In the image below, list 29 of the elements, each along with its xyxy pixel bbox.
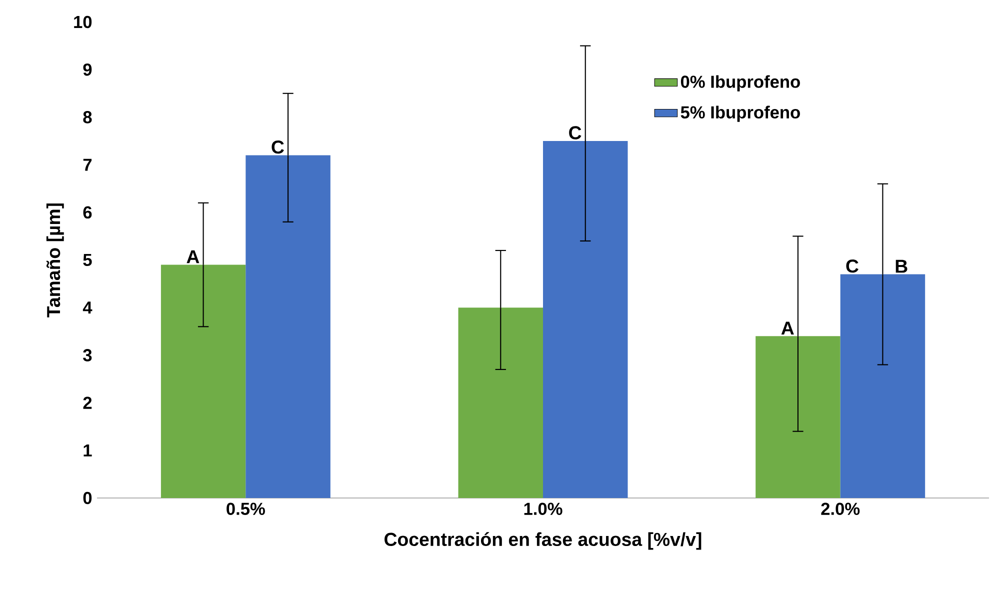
y-tick-label: 6 — [83, 206, 92, 219]
bar — [160, 264, 246, 498]
x-tick-label: 0.5% — [226, 502, 265, 515]
x-tick-label: 2.0% — [821, 502, 860, 515]
y-tick-label: 2 — [83, 396, 92, 409]
annotation: B — [896, 260, 908, 273]
annotation: A — [186, 250, 200, 264]
y-tick-label: 4 — [82, 302, 92, 314]
annotation: C — [272, 140, 284, 154]
bar — [458, 308, 544, 498]
y-tick-label: 10 — [74, 16, 92, 28]
y-axis-title: Tamaño [µm] — [46, 203, 64, 318]
y-tick-label: 7 — [83, 158, 92, 171]
legend-label: 0% Ibuprofeno — [680, 75, 800, 92]
x-tick-label: 1.0% — [524, 502, 562, 515]
y-tick-label: 0 — [83, 492, 92, 504]
annotation: C — [846, 259, 858, 273]
y-tick-label: 9 — [83, 63, 92, 76]
annotation: A — [781, 322, 794, 335]
y-tick-label: 5 — [83, 254, 92, 266]
bar — [246, 155, 330, 498]
y-tick-label: 1 — [84, 444, 92, 456]
y-tick-label: 3 — [83, 349, 92, 362]
y-tick-label: 8 — [83, 111, 92, 124]
x-axis-title: Cocentración en fase acuosa [%v/v] — [384, 532, 702, 550]
bar — [840, 274, 926, 498]
bar — [543, 141, 628, 498]
legend-label: 5% Ibuprofeno — [680, 106, 800, 122]
annotation: C — [569, 126, 582, 140]
